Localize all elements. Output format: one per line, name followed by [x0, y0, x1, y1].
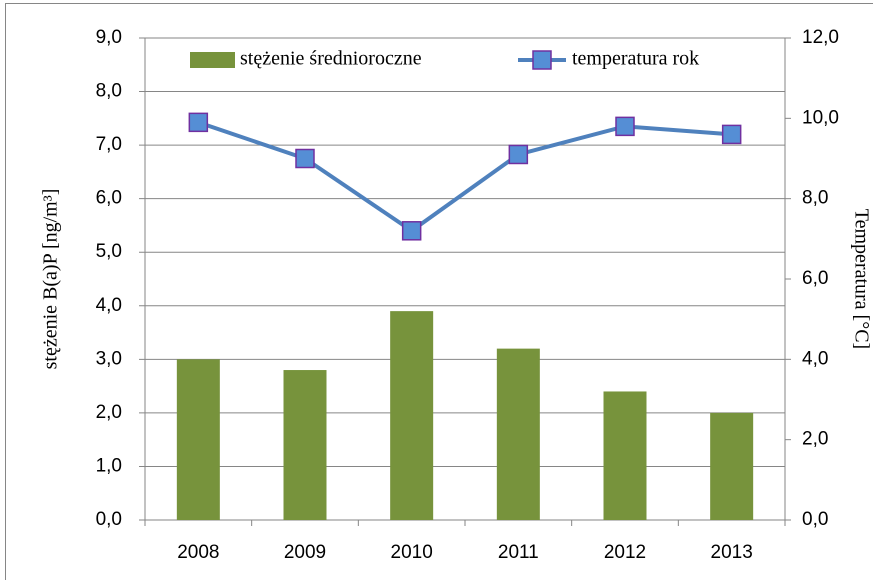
- bar: [710, 412, 754, 520]
- marker: [295, 148, 315, 169]
- y2-tick-label: 6,0: [802, 268, 828, 289]
- y-tick-label: 6,0: [96, 188, 122, 209]
- y2-tick-label: 2,0: [802, 429, 828, 450]
- bar: [283, 370, 327, 520]
- y-tick-label: 2,0: [96, 402, 122, 423]
- bar: [390, 311, 434, 520]
- y-tick-label: 3,0: [96, 348, 122, 369]
- bar: [496, 348, 540, 520]
- marker: [401, 221, 422, 241]
- legend-marker: [532, 50, 552, 70]
- legend-label: temperatura rok: [572, 48, 699, 70]
- y-tick-label: 8,0: [96, 81, 122, 102]
- y-tick-label: 4,0: [96, 295, 122, 316]
- y2-tick-label: 0,0: [802, 509, 828, 530]
- y-tick-label: 9,0: [96, 27, 122, 48]
- x-tick-label: 2011: [498, 542, 539, 563]
- marker: [721, 124, 742, 145]
- marker: [508, 144, 529, 165]
- y-tick-label: 1,0: [96, 455, 122, 476]
- x-tick-label: 2009: [284, 542, 326, 563]
- y-tick-label: 5,0: [96, 241, 122, 262]
- y-tick-label: 7,0: [96, 134, 122, 155]
- marker: [188, 112, 209, 133]
- legend-label: stężenie średnioroczne: [240, 48, 422, 70]
- x-tick-label: 2013: [711, 542, 753, 563]
- line: [197, 120, 732, 234]
- y2-tick-label: 8,0: [802, 188, 828, 209]
- bar: [603, 391, 647, 520]
- x-tick-label: 2008: [177, 542, 219, 563]
- y2-tick-label: 12,0: [802, 27, 839, 48]
- x-tick-label: 2012: [604, 542, 646, 563]
- y-tick-label: 0,0: [96, 509, 122, 530]
- x-tick-label: 2010: [391, 542, 433, 563]
- bar: [176, 359, 220, 520]
- legend-swatch: [190, 52, 235, 68]
- y2-tick-label: 4,0: [802, 348, 828, 369]
- y2-axis-label: Temperatura [°C]: [850, 209, 872, 349]
- y-axis-label: stężenie B(a)P [ng/m³]: [40, 189, 62, 370]
- marker: [615, 116, 635, 137]
- y2-tick-label: 10,0: [802, 107, 839, 128]
